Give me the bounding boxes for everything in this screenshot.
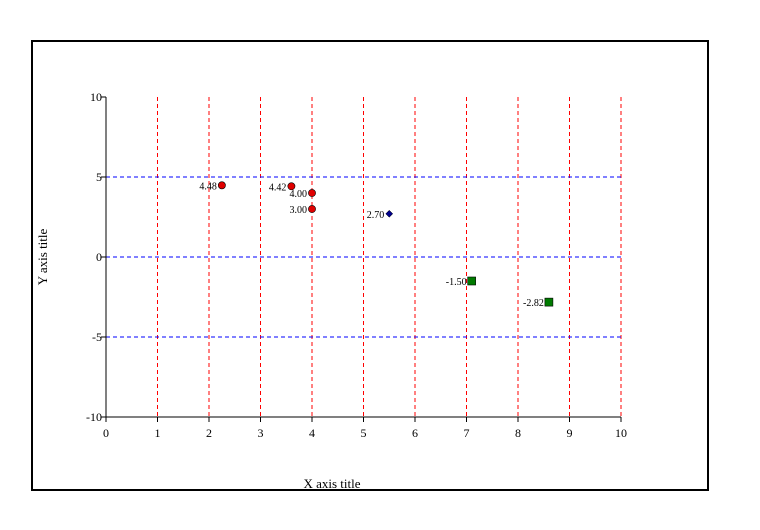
x-tick-label: 7 [464,426,470,440]
data-label: -1.50 [446,277,467,288]
x-tick-label: 2 [206,426,212,440]
x-tick-label: 1 [155,426,161,440]
x-tick-label: 9 [567,426,573,440]
x-tick-label: 3 [258,426,264,440]
tick-labels: 0 1 2 3 4 5 6 7 8 9 10 -10 -5 0 5 10 [86,90,627,440]
y-tick-label: 10 [90,90,102,104]
x-axis-title: X axis title [303,476,360,491]
x-tick-label: 8 [515,426,521,440]
data-label: 4.00 [290,189,308,200]
x-tick-label: 0 [103,426,109,440]
data-label: -2.82 [523,298,544,309]
chart-frame [31,40,709,491]
x-tick-label: 5 [361,426,367,440]
grid-lines [106,97,622,417]
data-label: 3.00 [290,205,308,216]
y-tick-label: -10 [86,410,102,424]
data-point-circle [308,205,316,213]
data-point-square [544,297,554,307]
x-tick-label: 10 [615,426,627,440]
axes [101,96,622,422]
y-axis-title: Y axis title [35,228,50,285]
data-point-diamond [385,209,394,218]
data-point-circle [287,182,296,191]
data-label: 4.48 [199,181,217,192]
data-point-circle [217,181,226,190]
data-label: 4.42 [269,182,287,193]
data-point-square [467,276,476,286]
data-points: 4.48 4.424.00 3.00 2.70 -1.50 -2.82 [199,181,554,309]
x-tick-label: 6 [412,426,418,440]
data-label: 2.70 [367,210,385,221]
data-point-circle [308,189,316,197]
x-tick-label: 4 [309,426,315,440]
y-tick-label: 5 [96,170,102,184]
y-tick-label: -5 [92,330,102,344]
y-tick-label: 0 [96,250,102,264]
